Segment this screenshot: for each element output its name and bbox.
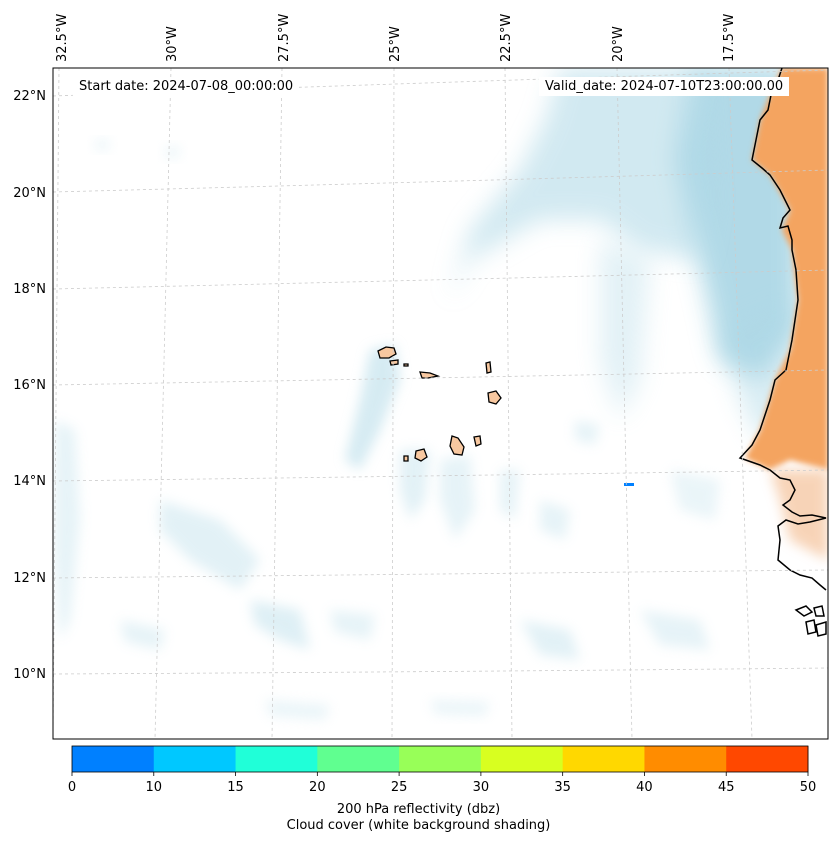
colorbar-segment <box>235 746 318 772</box>
latitude-label: 12°N <box>13 571 46 586</box>
colorbar-frame <box>71 745 809 773</box>
colorbar-tick-label: 50 <box>799 780 817 795</box>
latitude-label: 14°N <box>13 474 46 489</box>
colorbar <box>71 745 809 776</box>
colorbar-tick-label: 10 <box>145 780 163 795</box>
colorbar-tick-label: 45 <box>717 780 735 795</box>
colorbar-segment <box>480 746 564 772</box>
start-date-label: Start date: 2024-07-08_00:00:00 <box>73 77 300 96</box>
colorbar-segment <box>726 746 809 772</box>
colorbar-tick-label: 20 <box>309 780 326 795</box>
colorbar-tick-label: 40 <box>636 780 653 795</box>
latitude-label: 18°N <box>13 282 46 297</box>
colorbar-segment <box>153 746 237 772</box>
cape-verde-islands <box>377 346 502 462</box>
colorbar-tick-label: 0 <box>67 780 77 795</box>
latitude-label: 10°N <box>13 667 46 682</box>
colorbar-segment <box>562 746 645 772</box>
colorbar-label: 200 hPa reflectivity (dbz) <box>336 802 501 817</box>
coastline <box>738 68 827 637</box>
latitude-label: 16°N <box>13 378 46 393</box>
reflectivity-blip <box>624 483 634 486</box>
colorbar-sublabel: Cloud cover (white background shading) <box>286 818 551 833</box>
valid-date-label: Valid_date: 2024-07-10T23:00:00.00 <box>539 77 790 96</box>
colorbar-tick-label: 35 <box>554 780 571 795</box>
colorbar-tick-label: 15 <box>227 780 244 795</box>
colorbar-segment <box>399 746 482 772</box>
map-frame <box>52 67 829 740</box>
latitude-label: 20°N <box>13 186 46 201</box>
colorbar-tick-label: 30 <box>472 780 490 795</box>
latitude-label: 22°N <box>13 89 46 104</box>
colorbar-tick-label: 25 <box>390 780 408 795</box>
colorbar-segment <box>644 746 727 772</box>
colorbar-segment <box>72 746 155 772</box>
colorbar-segment <box>317 746 400 772</box>
